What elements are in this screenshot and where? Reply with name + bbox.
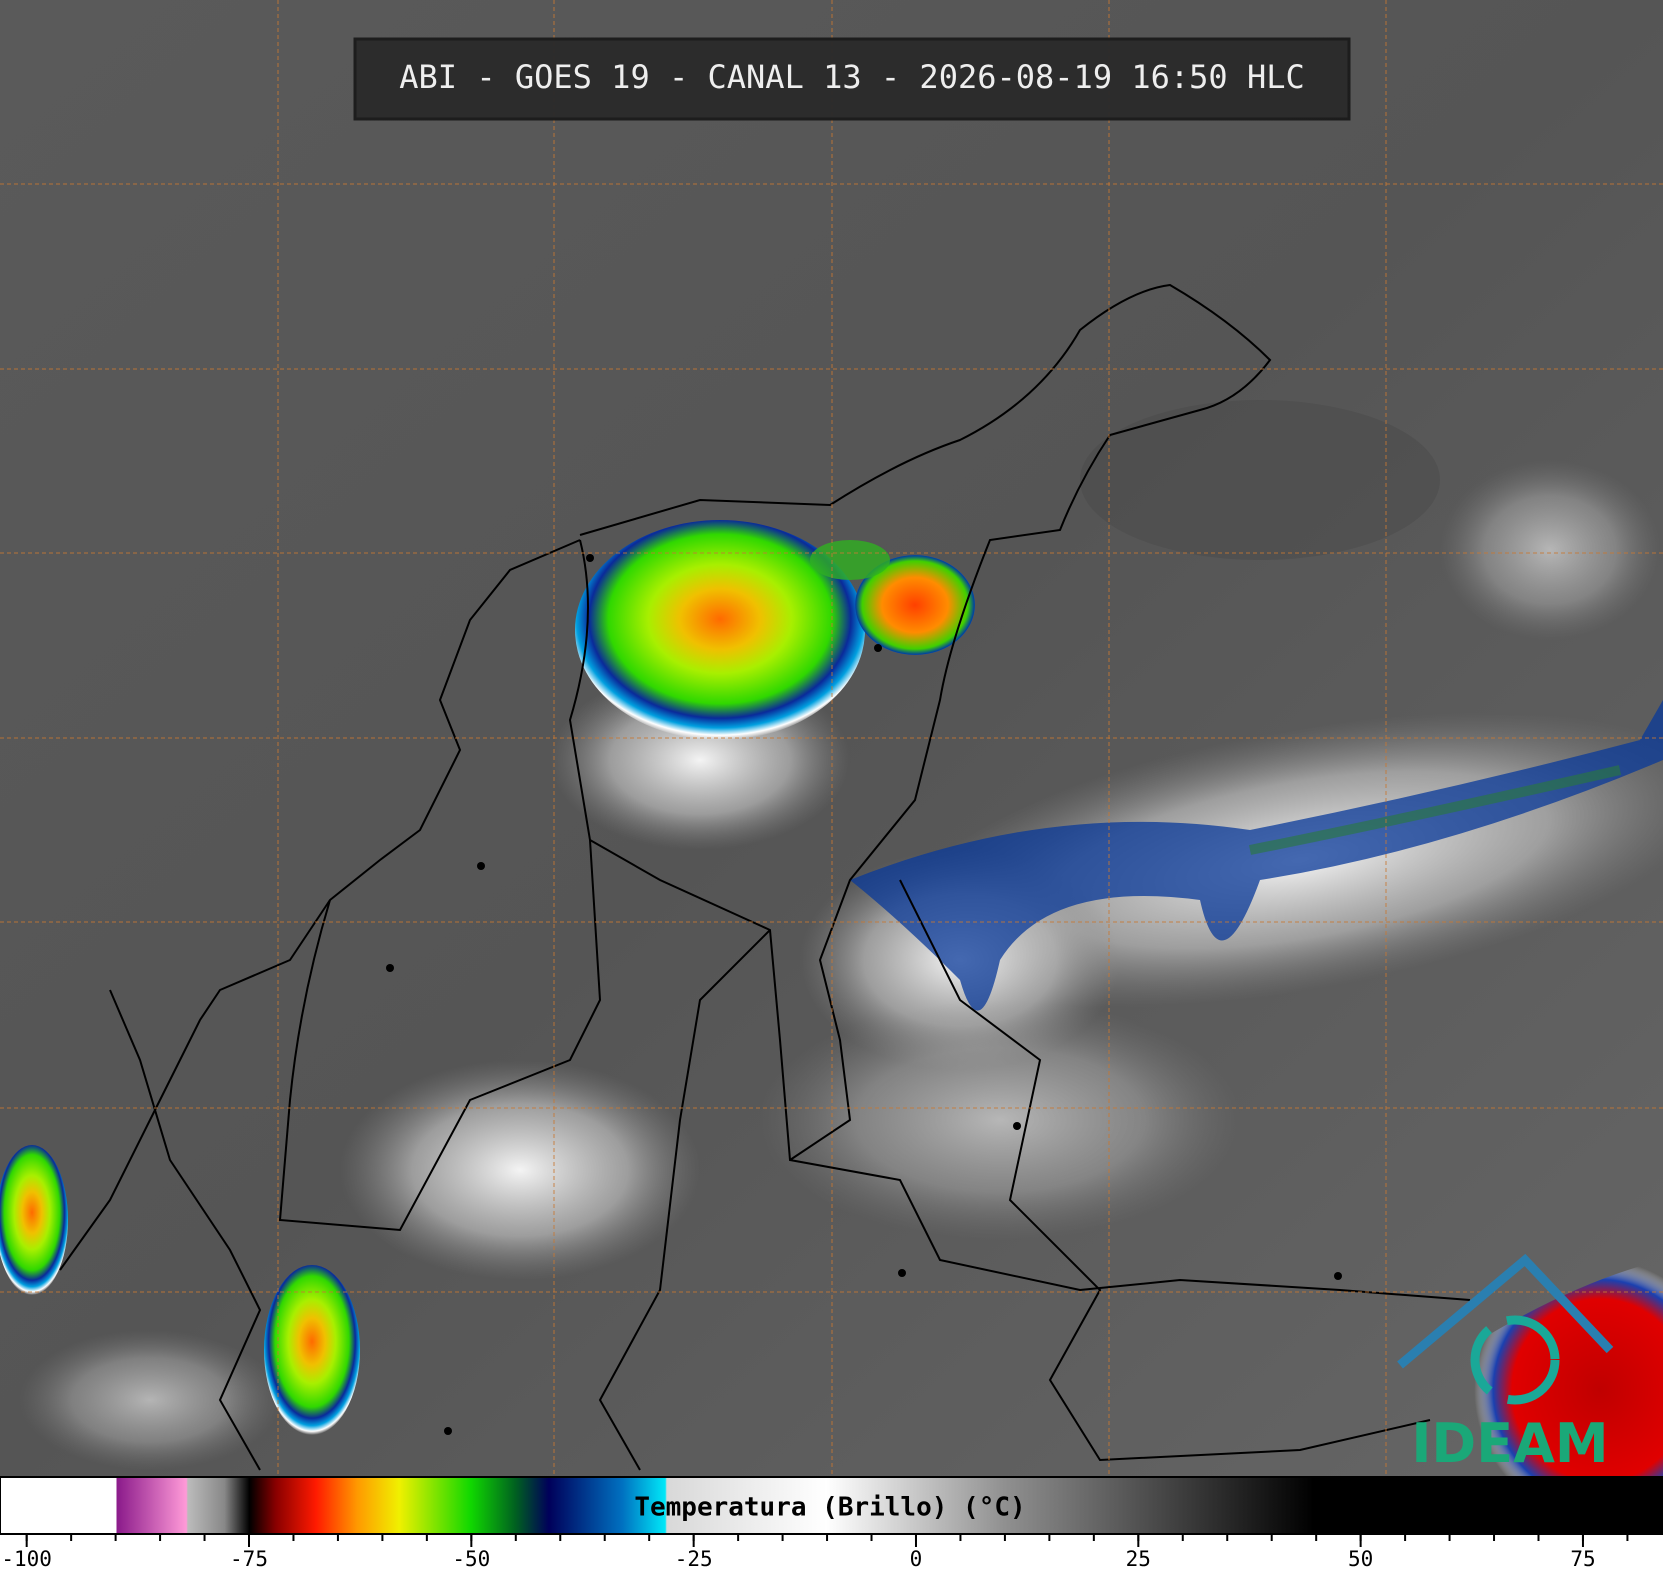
graticule (0, 0, 1663, 1477)
colorbar (0, 1476, 1663, 1535)
logo: IDEAM (1397, 1253, 1614, 1475)
tick-label: 0 (910, 1547, 923, 1571)
title: ABI - GOES 19 - CANAL 13 - 2026-08-19 16… (399, 58, 1304, 96)
cities (386, 554, 1342, 1435)
borders (59, 283, 1471, 1471)
colorbar-ticks: -100 -75 -50 -25 0 25 50 75 (1, 1534, 1629, 1571)
logo-text: IDEAM (1411, 1412, 1608, 1475)
tick-label: -25 (675, 1547, 713, 1571)
tick-label: -100 (1, 1547, 52, 1571)
tick-label: -50 (452, 1547, 490, 1571)
tick-label: -75 (230, 1547, 268, 1571)
tick-label: 25 (1126, 1547, 1151, 1571)
colorbar-label: Temperatura (Brillo) (°C) (634, 1493, 1025, 1523)
title-box (353, 37, 1351, 121)
tick-label: 50 (1348, 1547, 1373, 1571)
tick-label: 75 (1570, 1547, 1595, 1571)
